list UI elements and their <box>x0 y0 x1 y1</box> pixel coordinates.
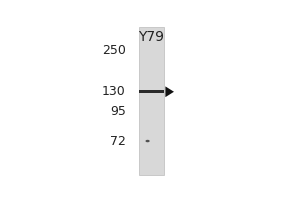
Text: 130: 130 <box>102 85 126 98</box>
Bar <box>139 27 164 175</box>
Ellipse shape <box>146 140 150 142</box>
Text: 250: 250 <box>102 44 126 57</box>
Text: 95: 95 <box>110 105 126 118</box>
Bar <box>139 90 164 93</box>
Polygon shape <box>165 86 174 97</box>
Text: 72: 72 <box>110 135 126 148</box>
Text: Y79: Y79 <box>138 30 164 44</box>
